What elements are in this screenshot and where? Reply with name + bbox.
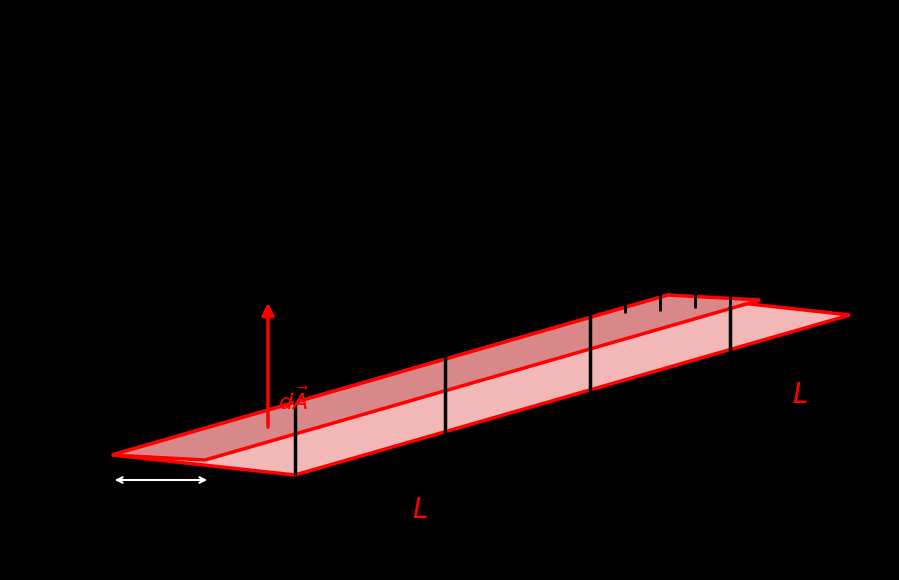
Polygon shape bbox=[112, 295, 850, 475]
Text: $d\vec{A}$: $d\vec{A}$ bbox=[278, 386, 309, 414]
Polygon shape bbox=[112, 295, 760, 460]
Text: $L$: $L$ bbox=[792, 381, 808, 409]
Text: $L$: $L$ bbox=[412, 496, 428, 524]
